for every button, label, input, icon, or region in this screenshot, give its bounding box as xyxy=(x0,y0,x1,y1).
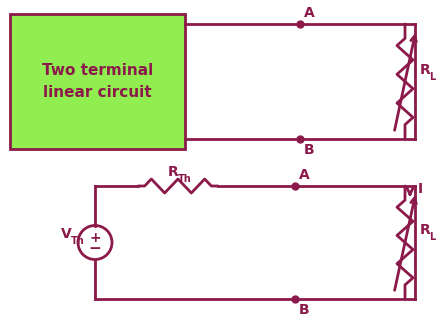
Text: R: R xyxy=(420,223,431,237)
Text: +: + xyxy=(89,230,101,244)
Text: V: V xyxy=(61,227,72,241)
Text: A: A xyxy=(304,6,315,20)
Text: Th: Th xyxy=(71,236,85,246)
Text: L: L xyxy=(429,232,435,242)
Text: L: L xyxy=(429,71,435,81)
Text: A: A xyxy=(299,168,310,182)
Text: R: R xyxy=(168,165,179,179)
FancyBboxPatch shape xyxy=(10,14,185,149)
Text: B: B xyxy=(299,303,310,317)
Text: Two terminal
linear circuit: Two terminal linear circuit xyxy=(42,63,153,100)
Text: I: I xyxy=(418,182,423,196)
Text: B: B xyxy=(304,143,314,157)
Text: −: − xyxy=(89,241,101,256)
Text: Th: Th xyxy=(178,174,192,184)
Text: R: R xyxy=(420,62,431,76)
